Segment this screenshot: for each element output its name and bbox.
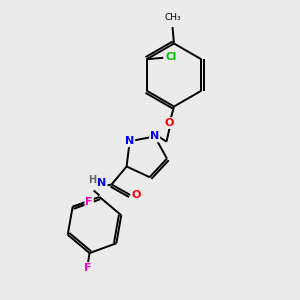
Text: N: N xyxy=(98,178,106,188)
Text: O: O xyxy=(165,118,174,128)
Text: N: N xyxy=(125,136,134,146)
Text: F: F xyxy=(84,263,92,273)
Text: N: N xyxy=(150,131,159,141)
Text: CH₃: CH₃ xyxy=(164,13,181,22)
Text: Cl: Cl xyxy=(166,52,177,62)
Text: F: F xyxy=(85,197,93,207)
Text: H: H xyxy=(88,175,96,185)
Text: O: O xyxy=(131,190,141,200)
